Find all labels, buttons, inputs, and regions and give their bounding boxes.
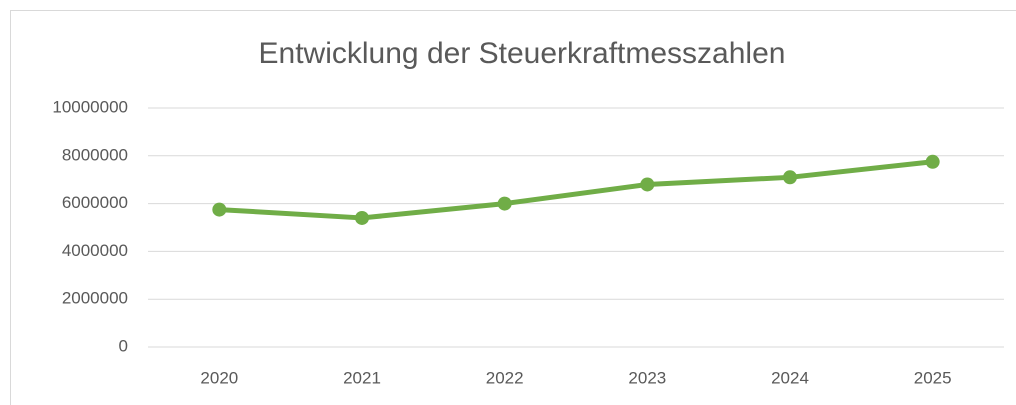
y-tick-label: 6000000 [62,193,128,212]
y-tick-label: 0 [119,336,128,355]
data-point [925,154,940,169]
y-tick-label: 10000000 [52,97,128,116]
data-point [640,177,655,192]
x-tick-label: 2023 [628,368,666,387]
x-tick-label: 2025 [914,368,952,387]
chart-title: Entwicklung der Steuerkraftmesszahlen [259,37,786,70]
x-tick-label: 2024 [771,368,809,387]
x-tick-label: 2021 [343,368,381,387]
series-line [219,159,933,221]
x-tick-label: 2020 [200,368,238,387]
chart-border [10,10,1016,405]
data-point [497,196,512,211]
y-tick-label: 2000000 [62,289,128,308]
y-tick-label: 8000000 [62,145,128,164]
data-point [783,170,797,185]
x-tick-label: 2022 [486,368,524,387]
y-tick-label: 4000000 [62,241,128,260]
data-point [212,202,227,217]
data-point [355,210,369,225]
